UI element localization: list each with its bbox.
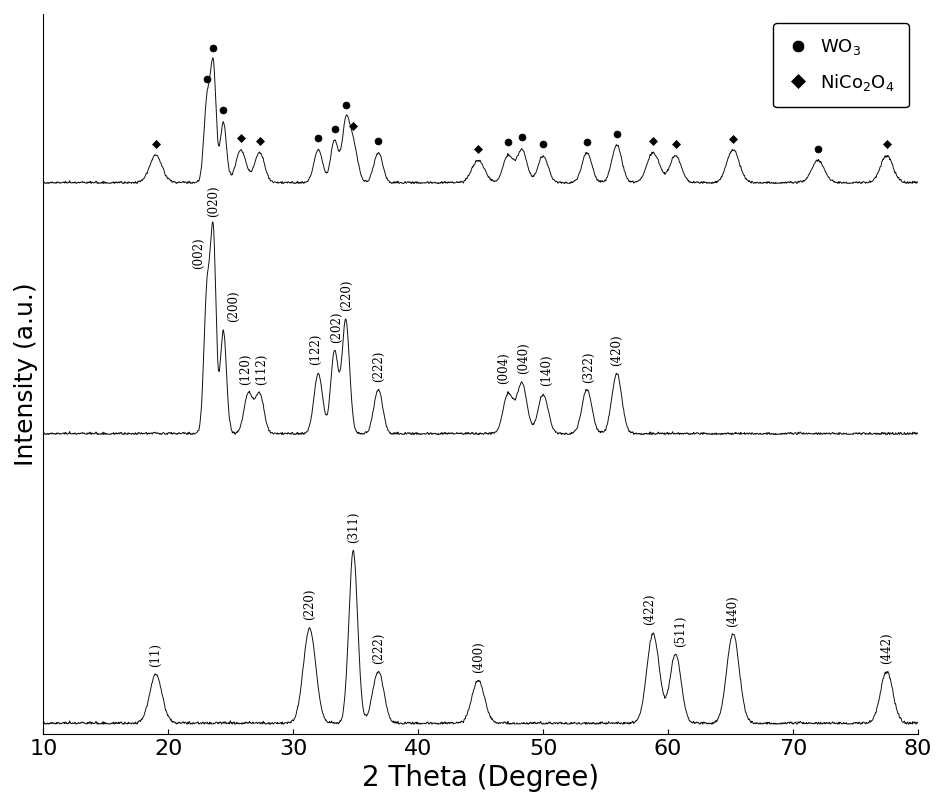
Text: (311): (311) (347, 511, 359, 542)
Text: (222): (222) (372, 633, 385, 664)
Text: (122): (122) (309, 334, 323, 365)
Text: (200): (200) (227, 291, 240, 322)
Text: (440): (440) (727, 596, 740, 627)
Text: (220): (220) (303, 588, 316, 620)
Text: (040): (040) (517, 343, 530, 374)
Text: (422): (422) (643, 594, 656, 625)
X-axis label: 2 Theta (Degree): 2 Theta (Degree) (362, 764, 599, 792)
Text: (112): (112) (255, 353, 269, 384)
Text: (202): (202) (330, 311, 343, 343)
Text: (420): (420) (610, 334, 623, 366)
Y-axis label: Intensity (a.u.): Intensity (a.u.) (14, 282, 38, 466)
Text: (220): (220) (341, 280, 354, 311)
Text: (120): (120) (239, 353, 253, 384)
Text: (511): (511) (674, 615, 687, 646)
Text: (322): (322) (582, 351, 595, 383)
Text: (400): (400) (472, 642, 484, 673)
Text: (222): (222) (372, 351, 385, 382)
Text: (002): (002) (192, 237, 205, 268)
Text: (004): (004) (497, 352, 510, 384)
Text: (020): (020) (207, 186, 219, 218)
Text: (11): (11) (149, 643, 163, 667)
Legend: WO$_3$, NiCo$_2$O$_4$: WO$_3$, NiCo$_2$O$_4$ (773, 23, 909, 107)
Text: (140): (140) (540, 355, 553, 386)
Text: (442): (442) (880, 633, 893, 664)
